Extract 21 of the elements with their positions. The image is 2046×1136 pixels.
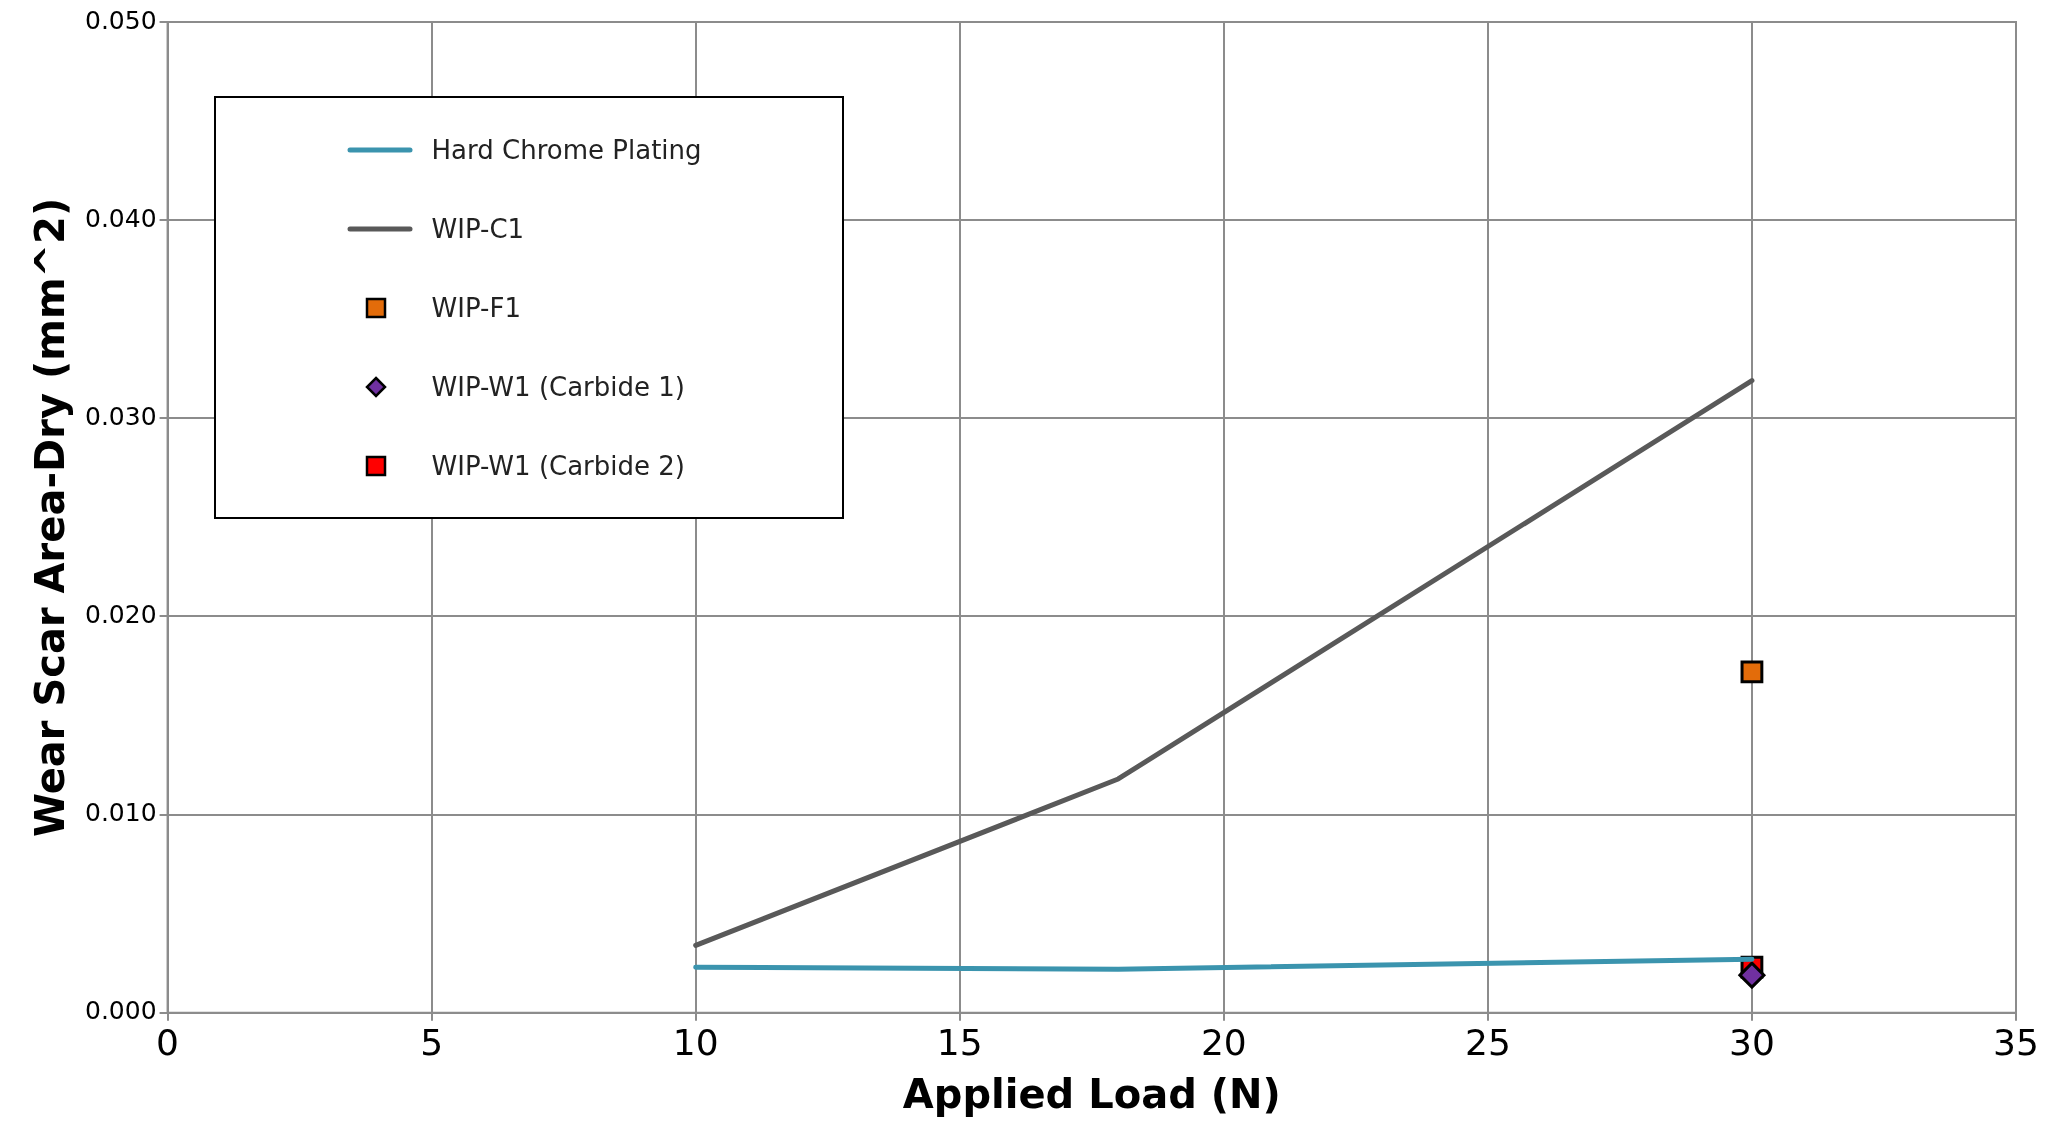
y-tick-label: 0.000 bbox=[84, 996, 157, 1026]
y-tick-label: 0.010 bbox=[84, 798, 157, 828]
x-tick-label: 30 bbox=[1729, 1021, 1775, 1063]
y-tick-label: 0.020 bbox=[84, 599, 157, 629]
legend-label: Hard Chrome Plating bbox=[431, 134, 702, 165]
legend-label: WIP-C1 bbox=[431, 213, 525, 244]
x-tick-label: 25 bbox=[1464, 1021, 1511, 1063]
x-tick-label: 15 bbox=[936, 1021, 983, 1063]
x-axis-title: Applied Load (N) bbox=[902, 1071, 1281, 1118]
y-axis-title: Wear Scar Area-Dry (mm^2) bbox=[27, 197, 74, 838]
x-tick-label: 10 bbox=[672, 1021, 719, 1063]
legend-label: WIP-W1 (Carbide 1) bbox=[431, 371, 685, 402]
x-tick-label: 5 bbox=[420, 1021, 444, 1063]
x-tick-label: 35 bbox=[1993, 1021, 2039, 1063]
y-tick-label: 0.050 bbox=[84, 5, 157, 35]
x-tick-label: 0 bbox=[156, 1021, 180, 1063]
legend-label: WIP-F1 bbox=[431, 292, 521, 323]
y-tick-label: 0.040 bbox=[84, 203, 157, 233]
legend-label: WIP-W1 (Carbide 2) bbox=[431, 450, 685, 481]
x-tick-label: 20 bbox=[1200, 1021, 1247, 1063]
y-tick-label: 0.030 bbox=[84, 401, 157, 431]
